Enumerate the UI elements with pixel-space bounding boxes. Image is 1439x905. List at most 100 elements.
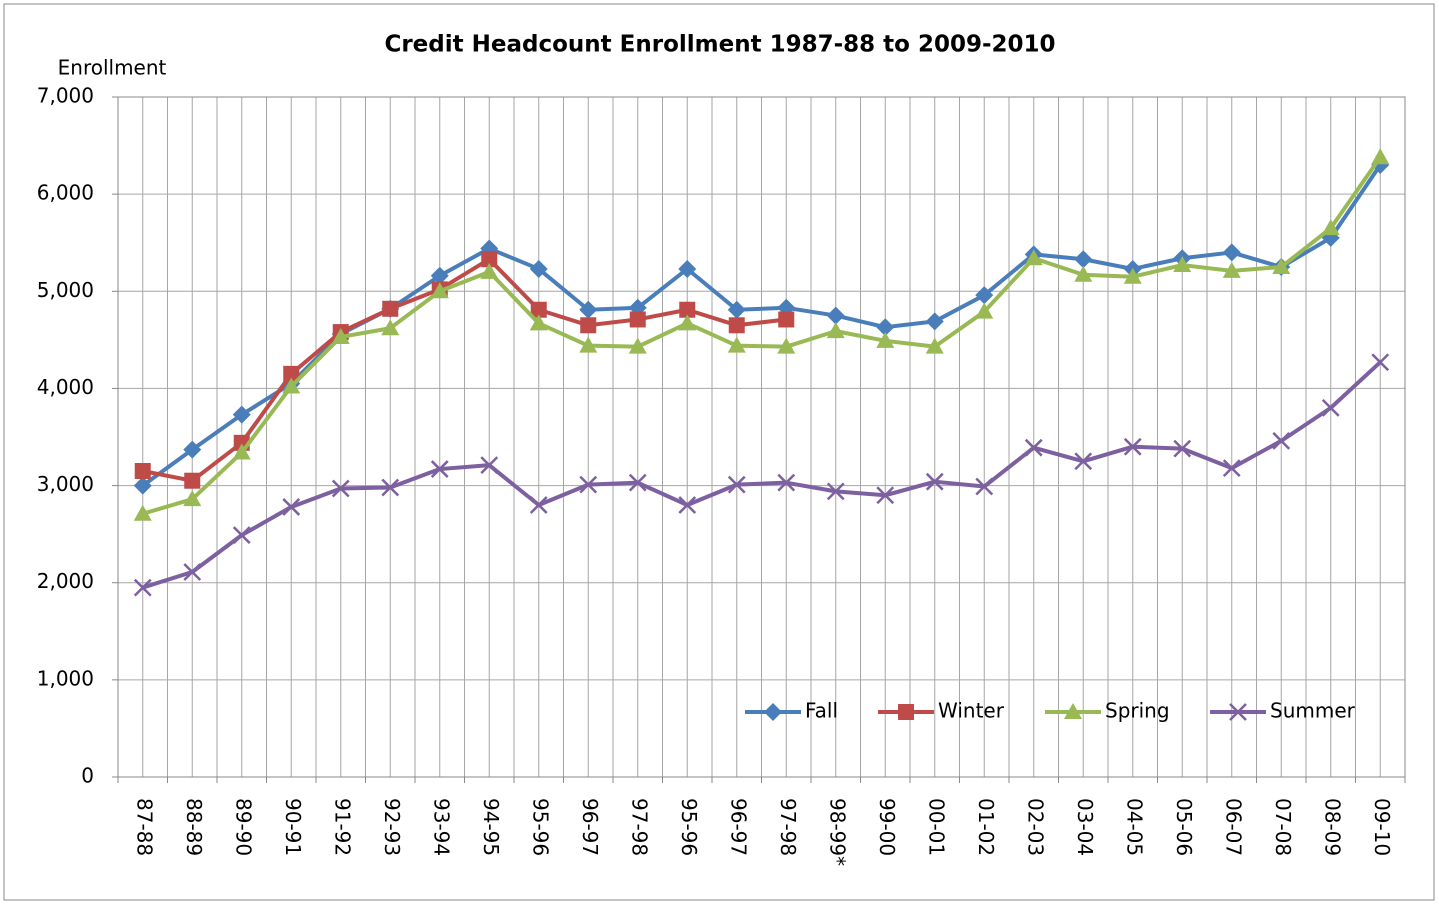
x-tick-label: 96-97 bbox=[726, 798, 750, 856]
marker bbox=[727, 300, 746, 319]
marker bbox=[430, 266, 449, 285]
marker bbox=[430, 282, 449, 299]
x-tick-label: 09-10 bbox=[1370, 798, 1394, 856]
x-tick-label: 97-98 bbox=[627, 798, 651, 856]
legend-marker bbox=[1064, 703, 1082, 719]
marker bbox=[1024, 249, 1043, 266]
marker bbox=[232, 526, 251, 544]
marker bbox=[728, 317, 745, 334]
marker bbox=[480, 262, 499, 279]
x-tick-label: 89-90 bbox=[231, 798, 255, 856]
marker bbox=[579, 300, 598, 319]
legend-marker bbox=[898, 704, 914, 720]
marker bbox=[381, 319, 400, 336]
marker bbox=[331, 479, 350, 498]
marker bbox=[876, 486, 895, 505]
x-tick-label: 94-95 bbox=[479, 798, 503, 856]
marker bbox=[133, 476, 152, 495]
x-tick-label: 97-98 bbox=[776, 798, 800, 856]
marker bbox=[331, 327, 350, 344]
marker bbox=[925, 312, 944, 331]
marker bbox=[282, 377, 301, 394]
legend-label: Spring bbox=[1105, 699, 1170, 723]
marker bbox=[1123, 267, 1142, 284]
marker bbox=[480, 456, 499, 475]
marker bbox=[876, 318, 895, 337]
y-tick-label: 0 bbox=[81, 764, 94, 788]
marker bbox=[1074, 250, 1093, 269]
y-tick-label: 4,000 bbox=[37, 375, 94, 399]
x-tick-label: 04-05 bbox=[1122, 798, 1146, 856]
x-tick-label: 96-97 bbox=[578, 798, 602, 856]
marker bbox=[133, 578, 152, 597]
x-tick-label: 06-07 bbox=[1221, 798, 1245, 856]
x-tick-label: 87-88 bbox=[132, 798, 156, 856]
y-tick-label: 2,000 bbox=[37, 569, 94, 593]
x-tick-label: 93-94 bbox=[429, 798, 453, 856]
marker bbox=[727, 475, 746, 494]
marker bbox=[1222, 243, 1241, 262]
x-tick-label: 95-96 bbox=[528, 798, 552, 856]
marker bbox=[678, 496, 697, 514]
marker bbox=[1272, 258, 1291, 274]
x-tick-label: 03-04 bbox=[1073, 798, 1097, 856]
marker bbox=[975, 286, 994, 305]
legend: Fall Winter Spring Summer bbox=[745, 699, 1356, 723]
legend-marker bbox=[1229, 703, 1247, 721]
marker bbox=[1173, 256, 1192, 273]
marker bbox=[283, 365, 300, 382]
x-tick-label: 98-99* bbox=[825, 798, 849, 866]
y-tick-label: 3,000 bbox=[37, 472, 94, 496]
marker bbox=[183, 440, 202, 459]
marker bbox=[529, 259, 548, 278]
legend-label: Winter bbox=[938, 699, 1005, 723]
marker bbox=[183, 490, 202, 507]
y-axis-label: Enrollment bbox=[58, 56, 167, 80]
marker bbox=[579, 475, 598, 494]
marker bbox=[1123, 437, 1142, 456]
x-tick-label: 88-89 bbox=[182, 798, 206, 856]
marker bbox=[876, 331, 895, 348]
chart-border bbox=[3, 3, 1435, 901]
x-tick-label: 01-02 bbox=[974, 798, 998, 856]
marker bbox=[826, 482, 845, 501]
marker bbox=[777, 337, 796, 354]
marker bbox=[430, 460, 449, 478]
marker bbox=[134, 463, 151, 479]
chart-title: Credit Headcount Enrollment 1987-88 to 2… bbox=[384, 32, 1055, 58]
marker bbox=[580, 317, 597, 334]
x-tick-label: 91-92 bbox=[330, 798, 354, 856]
marker bbox=[1173, 439, 1192, 458]
marker bbox=[530, 301, 547, 318]
marker bbox=[579, 336, 598, 353]
marker bbox=[777, 473, 796, 492]
marker bbox=[678, 314, 697, 331]
marker bbox=[529, 314, 548, 331]
marker bbox=[1272, 432, 1291, 450]
series-line bbox=[142, 257, 787, 483]
marker bbox=[628, 337, 647, 354]
series-line bbox=[142, 360, 1382, 590]
x-tick-label: 05-06 bbox=[1172, 798, 1196, 856]
x-tick-label: 95-96 bbox=[677, 798, 701, 856]
y-tick-label: 7,000 bbox=[37, 84, 94, 108]
marker bbox=[826, 306, 845, 325]
marker bbox=[1222, 459, 1241, 477]
marker bbox=[925, 472, 944, 491]
x-tick-label: 99-00 bbox=[875, 798, 899, 856]
y-tick-label: 6,000 bbox=[37, 181, 94, 205]
legend-marker bbox=[764, 703, 782, 721]
x-tick-label: 08-09 bbox=[1320, 798, 1344, 856]
marker bbox=[133, 504, 152, 521]
x-tick-label: 02-03 bbox=[1023, 798, 1047, 856]
marker bbox=[1321, 219, 1340, 236]
marker bbox=[382, 300, 399, 317]
marker bbox=[1074, 265, 1093, 282]
marker bbox=[1371, 148, 1390, 165]
marker bbox=[629, 311, 646, 328]
marker bbox=[1074, 452, 1093, 471]
marker bbox=[529, 496, 548, 514]
x-tick-label: 00-01 bbox=[924, 798, 948, 856]
